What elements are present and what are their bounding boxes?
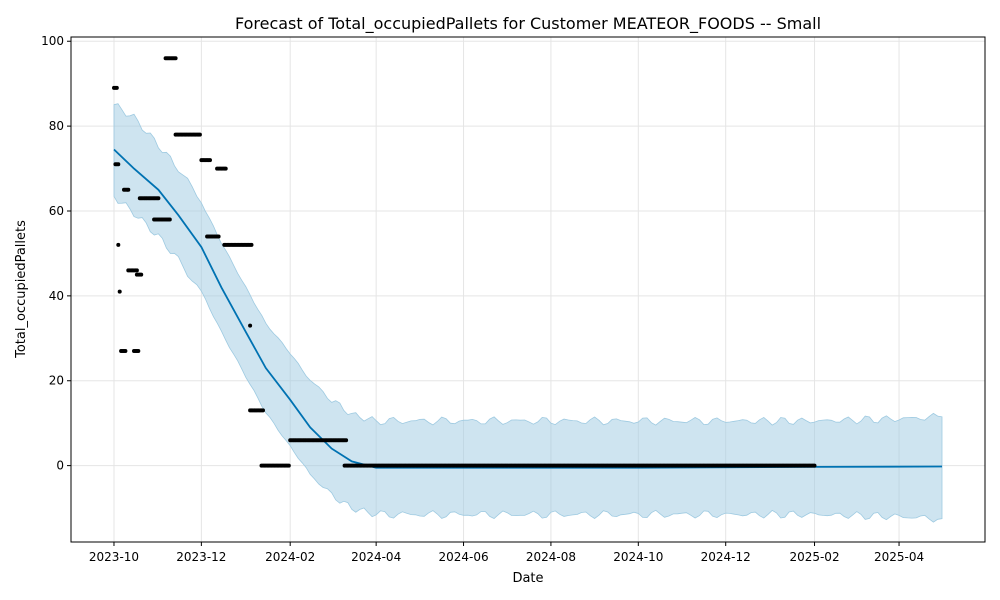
forecast-line xyxy=(113,148,943,469)
observed-segment xyxy=(113,162,121,167)
observed-segment xyxy=(248,323,253,328)
observed-point xyxy=(167,217,172,222)
x-tick-label: 2023-10 xyxy=(89,550,139,564)
observed-point xyxy=(116,162,121,167)
observed-segment xyxy=(163,56,178,61)
uncertainty-band xyxy=(113,103,943,523)
x-tick-label: 2024-10 xyxy=(613,550,663,564)
x-tick-label: 2025-04 xyxy=(874,550,924,564)
observed-segment xyxy=(205,234,221,239)
observed-point xyxy=(134,268,139,273)
observed-segment xyxy=(199,158,212,163)
x-tick-label: 2024-06 xyxy=(438,550,488,564)
x-tick-label: 2024-04 xyxy=(351,550,401,564)
y-axis-ticks: 0 20 40 60 80 100 xyxy=(41,34,71,473)
observed-segment xyxy=(215,166,228,171)
y-tick-label: 80 xyxy=(49,119,64,133)
observed-point xyxy=(248,323,253,328)
observed-points xyxy=(112,56,817,468)
x-axis-ticks: 2023-10 2023-12 2024-02 2024-04 2024-06 2024-… xyxy=(89,542,924,564)
observed-point xyxy=(812,463,817,468)
observed-point xyxy=(223,166,228,171)
observed-segment xyxy=(119,349,128,353)
grid-lines xyxy=(71,37,985,542)
uncertainty-band-area xyxy=(113,103,943,523)
observed-segment xyxy=(152,217,172,222)
observed-segment xyxy=(342,463,817,468)
observed-point xyxy=(286,463,291,468)
observed-segment xyxy=(134,272,144,277)
observed-segment xyxy=(116,242,121,247)
observed-point xyxy=(156,196,161,201)
plot-frame xyxy=(70,36,986,543)
observed-point xyxy=(116,242,121,247)
observed-segment xyxy=(288,438,349,443)
observed-point xyxy=(126,187,131,192)
observed-segment xyxy=(132,349,141,353)
observed-segment xyxy=(248,408,265,413)
observed-segment xyxy=(117,289,122,294)
x-tick-label: 2025-02 xyxy=(789,550,839,564)
y-tick-label: 20 xyxy=(49,374,64,388)
observed-point xyxy=(173,56,178,61)
x-tick-label: 2023-12 xyxy=(176,550,226,564)
x-tick-label: 2024-08 xyxy=(526,550,576,564)
observed-point xyxy=(136,349,141,353)
observed-segment xyxy=(137,196,161,201)
observed-point xyxy=(208,158,212,163)
observed-point xyxy=(123,349,128,353)
observed-segment xyxy=(112,85,119,90)
observed-segment xyxy=(126,268,139,273)
observed-point xyxy=(114,85,119,90)
observed-segment xyxy=(259,463,291,468)
x-axis-label: Date xyxy=(512,571,543,586)
observed-point xyxy=(344,438,349,443)
observed-segment xyxy=(122,187,131,192)
y-axis-label: Total_occupiedPallets xyxy=(14,220,29,359)
observed-point xyxy=(117,289,122,294)
observed-point xyxy=(249,242,254,247)
observed-point xyxy=(216,234,221,239)
forecast-line-layer xyxy=(113,148,943,469)
x-tick-label: 2024-02 xyxy=(265,550,315,564)
observed-segment xyxy=(173,132,202,137)
y-tick-label: 60 xyxy=(49,204,64,218)
y-tick-label: 100 xyxy=(41,34,64,48)
y-tick-label: 0 xyxy=(56,459,64,473)
observed-segment xyxy=(222,242,254,247)
observed-point xyxy=(139,272,144,277)
observed-point xyxy=(197,132,202,137)
chart-title: Forecast of Total_occupiedPallets for Cu… xyxy=(235,14,821,34)
y-tick-label: 40 xyxy=(49,289,64,303)
observed-point xyxy=(261,408,265,413)
x-tick-label: 2024-12 xyxy=(701,550,751,564)
